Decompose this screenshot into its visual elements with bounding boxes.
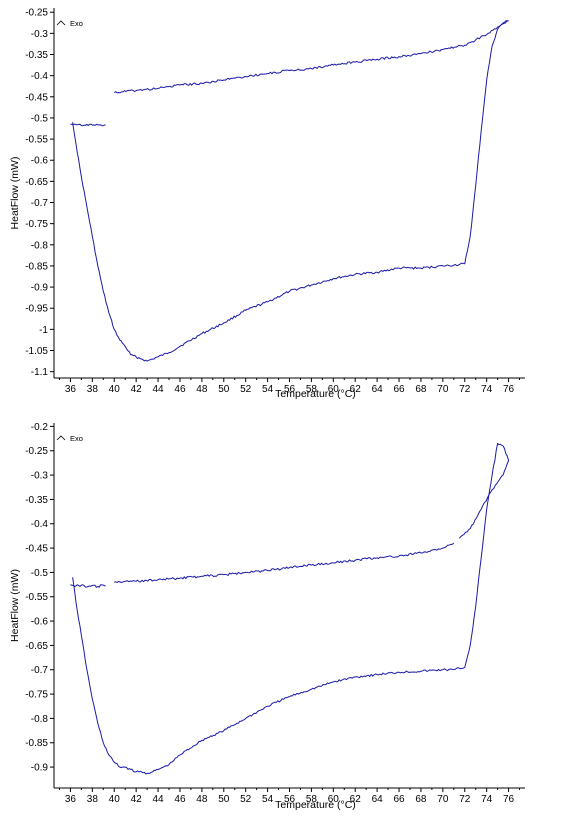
x-tick-label: 38 [87,794,99,805]
x-tick-label: 64 [372,384,384,395]
y-tick-label: -0.45 [25,544,48,555]
x-tick-label: 54 [262,794,274,805]
y-tick-label: -0.35 [25,495,48,506]
y-tick-label: -0.55 [25,592,48,603]
x-tick-label: 60 [328,794,340,805]
y-tick-label: -0.75 [25,219,48,230]
x-tick-label: 64 [372,794,384,805]
x-tick-label: 72 [459,384,471,395]
series-line [70,584,106,588]
x-tick-label: 52 [240,384,252,395]
x-tick-label: 58 [306,384,318,395]
y-tick-label: -0.75 [25,690,48,701]
x-tick-label: 72 [459,794,471,805]
x-axis-label: Temperature (°C) [275,799,356,811]
y-tick-label: -0.8 [31,240,49,251]
x-tick-label: 76 [503,794,515,805]
series-line [114,542,455,584]
x-tick-label: 44 [152,384,164,395]
y-tick-label: -0.95 [25,304,48,315]
y-tick-label: -0.7 [31,665,49,676]
series-line [113,20,509,94]
y-axis-label: HeatFlow (mW) [9,157,21,230]
y-tick-label: -0.5 [31,113,49,124]
x-tick-label: 50 [218,384,230,395]
y-tick-label: -0.3 [31,471,49,482]
y-tick-label: -0.2 [31,422,49,433]
x-tick-label: 40 [109,794,121,805]
y-tick-label: -0.5 [31,568,49,579]
y-tick-label: -1.05 [25,346,48,357]
y-tick-label: -0.85 [25,738,48,749]
y-tick-label: -0.9 [31,283,49,294]
x-tick-label: 66 [393,384,405,395]
y-tick-label: -0.65 [25,641,48,652]
x-tick-label: 70 [437,384,449,395]
y-tick-label: -0.35 [25,50,48,61]
x-axis-label: Temperature (°C) [275,388,356,400]
chart-top: 36 38 40 42 44 46 48 50 52 54 56 58 60 62 64 66 68 70 72 74… [9,8,525,400]
x-tick-label: 36 [65,794,77,805]
x-tick-label: 68 [415,794,427,805]
x-tick-label: 58 [306,794,318,805]
exo-arrow-icon [56,20,66,26]
series-line [72,20,509,362]
x-tick-label: 62 [350,794,362,805]
series-line [72,442,510,775]
exo-annotation: Exo [70,434,83,443]
x-tick-label: 46 [174,384,186,395]
x-tick-label: 66 [393,794,405,805]
y-tick-label: -0.45 [25,92,48,103]
y-tick-label: -1.1 [31,367,49,378]
x-tick-label: 56 [284,794,296,805]
x-tick-label: 48 [196,384,208,395]
x-tick-label: 56 [284,384,296,395]
x-tick-label: 36 [65,384,77,395]
x-tick-label: 70 [437,794,449,805]
y-tick-label: -0.25 [25,8,48,19]
y-tick-label: -0.25 [25,446,48,457]
y-tick-label: -0.85 [25,261,48,272]
x-tick-label: 42 [131,794,143,805]
x-tick-label: 44 [152,794,164,805]
y-tick-label: -0.6 [31,156,49,167]
x-tick-label: 48 [196,794,208,805]
x-tick-label: 76 [503,384,515,395]
x-tick-label: 46 [174,794,186,805]
x-tick-label: 42 [131,384,143,395]
y-tick-label: -0.55 [25,135,48,146]
x-tick-label: 54 [262,384,274,395]
x-tick-label: 52 [240,794,252,805]
x-tick-label: 40 [109,384,121,395]
y-tick-label: -0.4 [31,519,49,530]
y-tick-label: -0.8 [31,714,49,725]
y-tick-label: -0.9 [31,763,49,774]
x-tick-label: 62 [350,384,362,395]
x-tick-label: 38 [87,384,99,395]
y-tick-label: -0.65 [25,177,48,188]
x-tick-label: 68 [415,384,427,395]
series-line [70,123,106,127]
chart-bottom: 36 38 40 42 44 46 48 50 52 54 56 58 60 62 64 66 68 70 72 74… [9,422,525,811]
x-tick-label: 50 [218,794,230,805]
y-tick-label: -0.7 [31,198,49,209]
y-tick-label: -0.3 [31,29,49,40]
y-tick-label: -1 [39,325,48,336]
y-tick-label: -0.4 [31,71,49,82]
x-tick-label: 74 [481,384,493,395]
exo-annotation: Exo [70,19,83,28]
y-axis-label: HeatFlow (mW) [9,569,21,642]
x-tick-label: 74 [481,794,493,805]
exo-arrow-icon [56,435,66,441]
y-tick-label: -0.6 [31,617,49,628]
x-tick-label: 60 [328,384,340,395]
